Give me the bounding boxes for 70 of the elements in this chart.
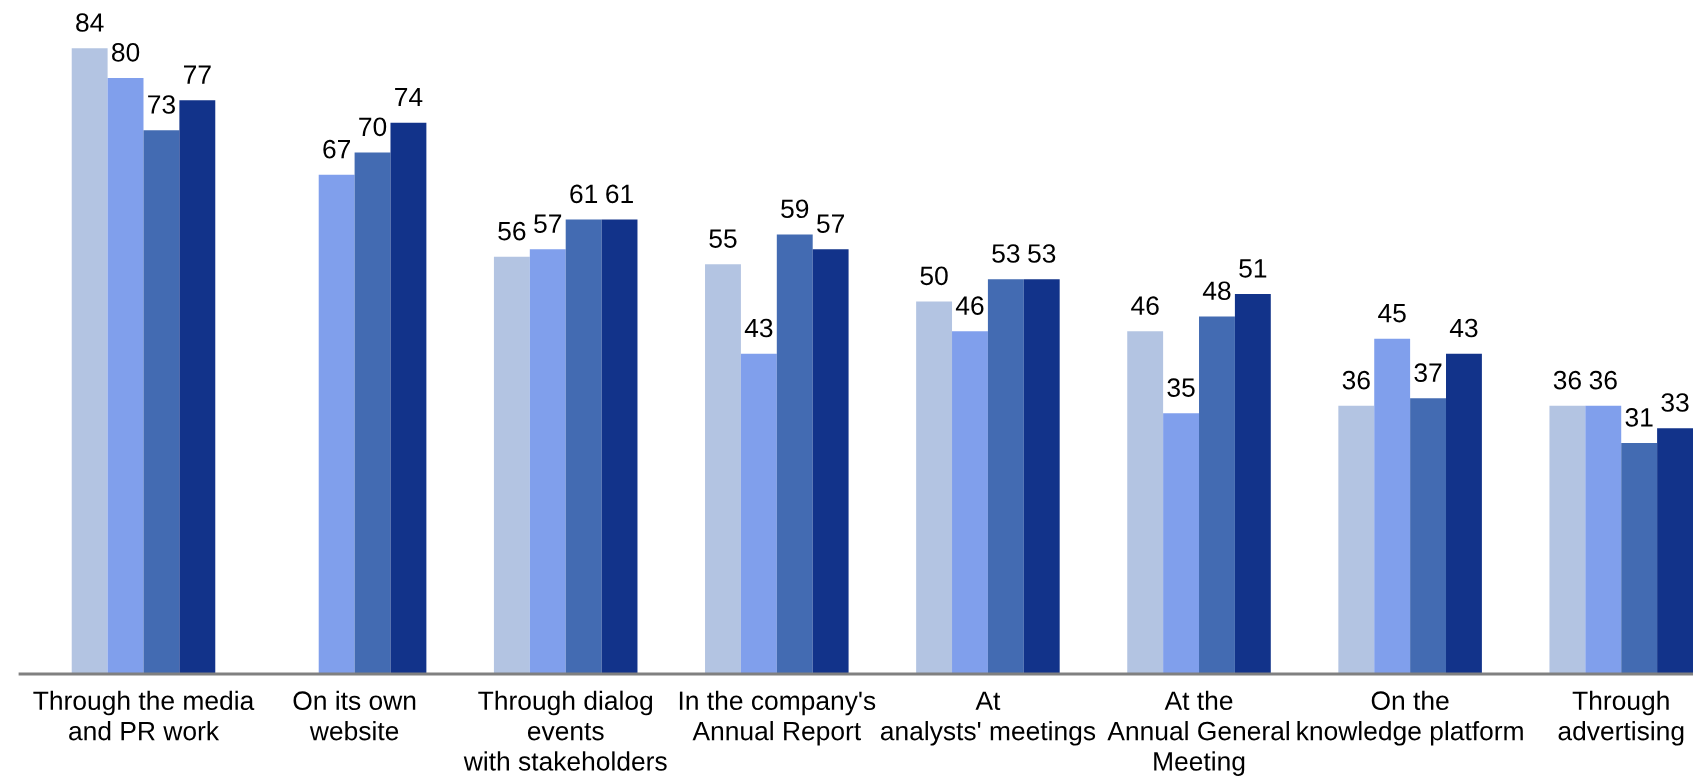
- data-label: 70: [359, 117, 387, 137]
- bar: [1127, 331, 1164, 674]
- x-tick-label: Through the media and PR work: [33, 690, 255, 741]
- data-label: 46: [955, 296, 984, 315]
- data-label: 55: [709, 229, 737, 248]
- x-tick-label: Through dialog events with stakeholders: [463, 690, 667, 771]
- bar: [916, 301, 953, 674]
- data-label: 57: [817, 214, 844, 234]
- data-label: 46: [1131, 296, 1159, 315]
- x-tick-label: On its own website: [293, 690, 416, 741]
- data-label: 37: [1414, 363, 1442, 383]
- x-tick-label: Through advertising: [1558, 690, 1684, 746]
- data-label: 61: [606, 184, 633, 204]
- bar: [1410, 398, 1447, 674]
- data-label: 67: [323, 139, 351, 159]
- data-label: 53: [1028, 244, 1056, 263]
- bar: [390, 122, 427, 674]
- bar: [143, 130, 180, 674]
- data-label: 33: [1661, 393, 1689, 412]
- bar: [812, 249, 849, 674]
- bar: [1585, 405, 1622, 674]
- data-label: 73: [148, 95, 175, 114]
- data-label: 77: [184, 65, 211, 84]
- bar: [493, 256, 530, 674]
- data-label: 36: [1589, 370, 1617, 390]
- data-label: 43: [744, 318, 773, 338]
- bar: [354, 152, 391, 674]
- x-tick-label: At the Annual General Meeting: [1107, 690, 1289, 776]
- data-label: 36: [1342, 370, 1370, 390]
- data-label: 80: [112, 42, 140, 62]
- bar: [1621, 443, 1658, 674]
- bar: [107, 77, 144, 674]
- data-label: 43: [1449, 318, 1478, 338]
- bar: [1163, 413, 1200, 674]
- x-tick-label: On the knowledge platform: [1297, 690, 1523, 746]
- data-label: 74: [395, 87, 423, 107]
- data-label: 59: [781, 199, 809, 219]
- bar: [179, 100, 216, 674]
- data-label: 50: [920, 266, 948, 286]
- bar: [601, 219, 638, 674]
- bar: [1199, 316, 1235, 674]
- bar: [1446, 353, 1482, 674]
- bar: [1374, 338, 1411, 674]
- data-label: 45: [1378, 304, 1406, 323]
- bar: [565, 219, 602, 674]
- bar: [952, 331, 988, 674]
- data-label: 35: [1167, 378, 1195, 397]
- bar: [1338, 405, 1375, 674]
- data-label: 36: [1553, 370, 1581, 390]
- data-label: 48: [1202, 281, 1231, 301]
- data-label: 53: [992, 244, 1020, 263]
- x-tick-label: In the company's Annual Report: [679, 690, 876, 746]
- bar: [529, 249, 566, 674]
- data-label: 57: [534, 214, 562, 234]
- bar: [71, 48, 108, 674]
- bar: [1657, 428, 1693, 674]
- bar: [987, 279, 1024, 674]
- data-label: 51: [1239, 259, 1267, 278]
- bar: [1023, 279, 1060, 674]
- data-label: 31: [1625, 408, 1653, 427]
- data-label: 61: [570, 184, 598, 204]
- data-label: 84: [76, 13, 104, 32]
- bar: [1234, 294, 1271, 674]
- x-tick-label: At analysts' meetings: [880, 691, 1096, 746]
- data-label: 56: [498, 221, 526, 241]
- bar: [1549, 405, 1586, 674]
- bar: [705, 264, 741, 674]
- bar: [318, 174, 355, 674]
- bar: [776, 234, 813, 674]
- bar: [740, 353, 777, 674]
